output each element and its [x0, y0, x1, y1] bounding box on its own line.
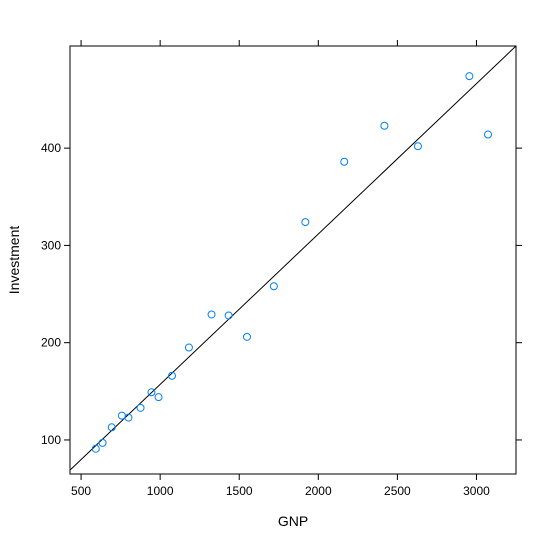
data-point: [184, 343, 193, 352]
data-point: [98, 438, 107, 447]
x-tick-label: 3000: [463, 484, 490, 498]
data-point: [124, 413, 133, 422]
y-tick-label: 200: [41, 336, 61, 350]
data-point: [147, 388, 156, 397]
data-point: [207, 310, 216, 319]
data-point: [91, 444, 100, 453]
ticks-layer: 500 1000 1500 2000 2500 3000 100 200 300 400: [41, 40, 522, 498]
data-point: [269, 282, 278, 291]
x-axis-title: GNP: [278, 513, 308, 529]
x-tick-label: 1500: [226, 484, 253, 498]
data-point: [154, 393, 163, 402]
x-tick-label: 500: [71, 484, 91, 498]
data-point: [340, 157, 349, 166]
x-tick-label: 2500: [384, 484, 411, 498]
data-point: [136, 403, 145, 412]
y-tick-label: 300: [41, 238, 61, 252]
x-tick-label: 2000: [305, 484, 332, 498]
y-tick-label: 400: [41, 141, 61, 155]
data-point: [224, 311, 233, 320]
data-point: [168, 371, 177, 380]
fit-line-layer: [69, 45, 517, 471]
y-axis-title: Investment: [6, 226, 22, 295]
data-point: [117, 411, 126, 420]
y-tick-label: 100: [41, 433, 61, 447]
data-point: [413, 142, 422, 151]
data-point: [107, 423, 116, 432]
data-point: [484, 130, 493, 139]
data-point: [242, 332, 251, 341]
fit-line: [69, 45, 517, 471]
data-point: [465, 72, 474, 81]
x-tick-label: 1000: [147, 484, 174, 498]
data-point: [301, 218, 310, 227]
data-point: [380, 121, 389, 130]
points-layer: [91, 72, 493, 453]
plot-frame: [69, 45, 517, 475]
